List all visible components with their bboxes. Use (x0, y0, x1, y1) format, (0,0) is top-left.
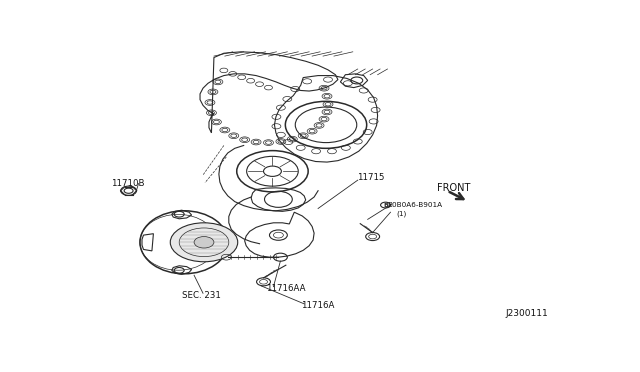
Text: FRONT: FRONT (437, 183, 470, 193)
Text: B0B0A6-B901A: B0B0A6-B901A (388, 202, 443, 208)
Text: SEC. 231: SEC. 231 (182, 291, 221, 300)
Text: 11716AA: 11716AA (266, 284, 305, 293)
Text: J2300111: J2300111 (506, 310, 548, 318)
Text: 11710B: 11710B (111, 179, 144, 188)
Text: 11715: 11715 (356, 173, 384, 182)
Text: 11716A: 11716A (301, 301, 334, 310)
Text: (1): (1) (396, 211, 406, 218)
Circle shape (170, 223, 237, 262)
Circle shape (194, 237, 214, 248)
Text: B: B (383, 202, 388, 208)
